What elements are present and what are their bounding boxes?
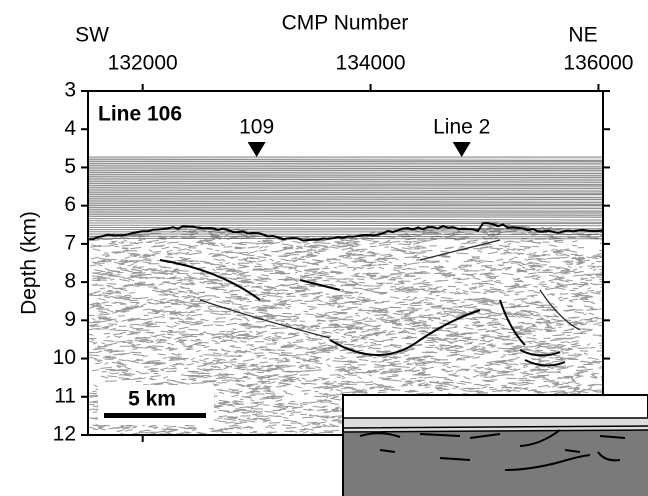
x-tick-label: 136000 bbox=[563, 52, 633, 75]
marker-label: Line 2 bbox=[433, 116, 490, 139]
y-tick-label: 9 bbox=[64, 308, 76, 331]
inset bbox=[342, 394, 648, 496]
inset-reflectors bbox=[359, 429, 626, 471]
reflectors-faint bbox=[199, 239, 581, 339]
right-label: NE bbox=[568, 24, 597, 47]
x-tick-label: 132000 bbox=[108, 52, 178, 75]
water-band bbox=[88, 157, 603, 217]
inset-water bbox=[344, 418, 648, 432]
seismic-image bbox=[88, 91, 603, 435]
inset-lines bbox=[343, 417, 648, 433]
scale-bar bbox=[104, 413, 206, 418]
y-tick-label: 8 bbox=[64, 270, 76, 293]
left-label: SW bbox=[75, 24, 109, 47]
marker-label: 109 bbox=[239, 116, 274, 139]
marker bbox=[247, 142, 266, 157]
water-layer bbox=[88, 156, 603, 240]
marker bbox=[452, 142, 471, 157]
y-tick-label: 7 bbox=[64, 231, 76, 254]
x-axis-title: CMP Number bbox=[282, 12, 409, 35]
reflectors bbox=[159, 259, 566, 367]
y-tick-label: 4 bbox=[64, 117, 76, 140]
y-tick-label: 10 bbox=[53, 346, 76, 369]
y-tick-label: 5 bbox=[64, 155, 76, 178]
y-axis-title: Depth (km) bbox=[18, 211, 41, 315]
inset-crust bbox=[344, 430, 648, 496]
scale-bar-bg bbox=[98, 385, 214, 425]
scale-bar-label: 5 km bbox=[128, 388, 176, 411]
panel-label-bg bbox=[96, 97, 222, 131]
panel-label: Line 106 bbox=[98, 103, 182, 126]
seafloor bbox=[88, 222, 603, 242]
y-tick-label: 12 bbox=[53, 423, 76, 446]
y-tick-label: 6 bbox=[64, 193, 76, 216]
y-tick-label: 3 bbox=[64, 79, 76, 102]
x-tick-label: 134000 bbox=[336, 52, 406, 75]
y-tick-label: 11 bbox=[54, 384, 76, 407]
